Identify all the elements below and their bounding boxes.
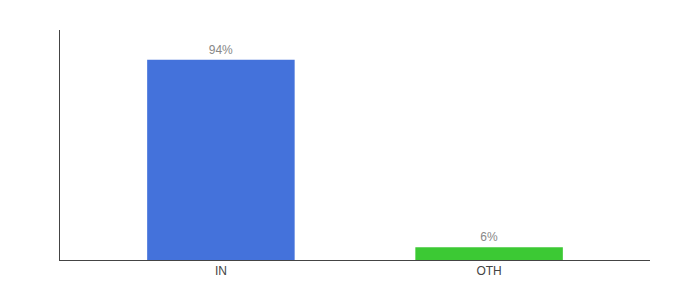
svg-text:OTH: OTH <box>476 264 501 278</box>
svg-text:6%: 6% <box>480 230 498 244</box>
svg-text:94%: 94% <box>209 43 233 57</box>
svg-text:IN: IN <box>215 264 227 278</box>
